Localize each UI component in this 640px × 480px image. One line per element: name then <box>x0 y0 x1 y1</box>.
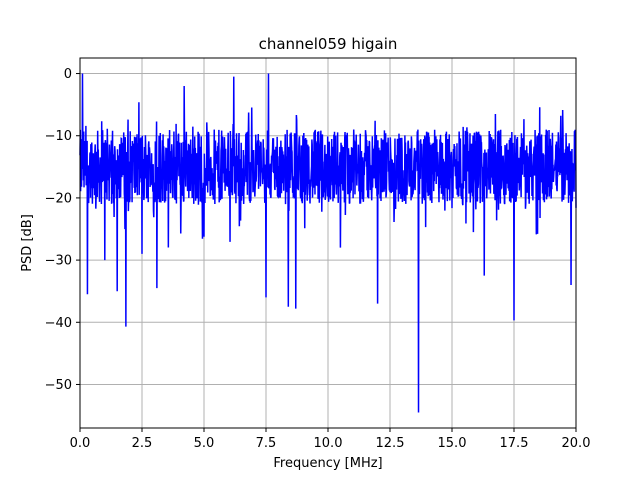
y-tick-label: 0 <box>64 67 72 82</box>
y-tick-label: −20 <box>45 191 72 206</box>
y-tick-label: −10 <box>45 129 72 144</box>
x-tick-label: 15.0 <box>438 436 467 451</box>
x-tick-label: 17.5 <box>500 436 529 451</box>
y-tick-label: −50 <box>45 378 72 393</box>
psd-series-line <box>79 73 577 413</box>
y-tick-label: −40 <box>45 316 72 331</box>
x-tick-label: 5.0 <box>194 436 215 451</box>
x-tick-label: 0.0 <box>70 436 91 451</box>
psd-trace <box>79 73 577 413</box>
x-tick-label: 2.5 <box>132 436 153 451</box>
grid-lines <box>79 58 577 428</box>
x-axis-label: Frequency [MHz] <box>273 456 382 471</box>
y-axis-label: PSD [dB] <box>20 214 35 272</box>
x-tick-label: 10.0 <box>314 436 343 451</box>
x-tick-label: 12.5 <box>376 436 405 451</box>
y-tick-label: −30 <box>45 254 72 269</box>
x-tick-label: 7.5 <box>256 436 277 451</box>
x-axis: 0.0 2.5 5.0 7.5 10.0 12.5 15.0 17.5 20.0 <box>70 428 591 451</box>
chart-title: channel059 higain <box>259 35 398 53</box>
x-tick-label: 20.0 <box>562 436 591 451</box>
y-axis: 0 −10 −20 −30 −40 −50 <box>45 67 80 393</box>
